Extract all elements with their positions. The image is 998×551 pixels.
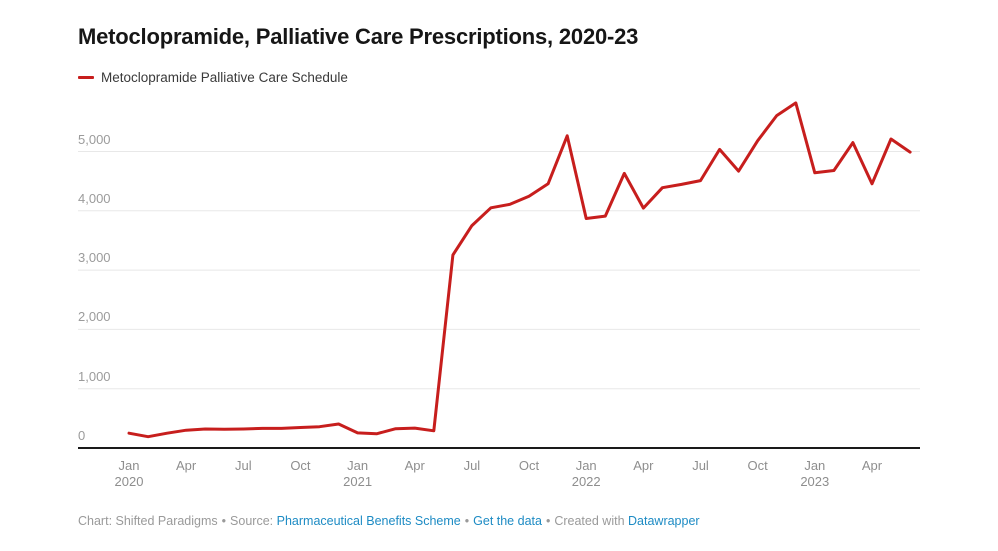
x-axis-tick-label: Jul	[234, 458, 252, 473]
y-axis-label: 4,000	[78, 190, 111, 206]
y-axis-label: 1,000	[78, 368, 111, 384]
x-axis-tick-label: Oct	[290, 458, 311, 473]
x-axis-tick-label: Oct	[518, 458, 540, 473]
x-axis-tick-label: Apr	[633, 458, 654, 473]
x-axis-year-label: 2023	[800, 474, 830, 489]
x-axis-tick-label: Jan	[804, 458, 826, 473]
chart-title: Metoclopramide, Palliative Care Prescrip…	[78, 24, 639, 49]
footer-separator: •	[545, 514, 551, 528]
footer-created-with: Created with	[554, 514, 625, 528]
series-line	[127, 101, 912, 439]
x-axis-tick-label: Jan	[575, 458, 597, 473]
x-axis-tick-label: Jan	[347, 458, 369, 473]
footer-separator: •	[221, 514, 227, 528]
x-axis-tick-label: Jul	[692, 458, 709, 473]
footer-creator-link[interactable]: Datawrapper	[628, 514, 700, 528]
x-axis-tick-label: Jan	[118, 458, 140, 473]
y-axis-label: 0	[78, 428, 86, 443]
x-axis-tick-label: Oct	[747, 458, 768, 473]
y-axis-label: 3,000	[78, 250, 111, 266]
x-axis-year-label: 2021	[343, 474, 373, 489]
x-axis-tick-label: Apr	[861, 458, 883, 473]
chart-footer: Chart: Shifted Paradigms • Source: Pharmac…	[78, 514, 700, 528]
footer-source-link[interactable]: Pharmaceutical Benefits Scheme	[276, 514, 461, 528]
footer-byline: Chart: Shifted Paradigms	[78, 514, 218, 528]
y-axis-label: 5,000	[78, 131, 111, 147]
footer-source-label: Source:	[230, 514, 274, 528]
x-axis-tick-label: Apr	[404, 458, 425, 473]
footer-get-data-link[interactable]: Get the data	[473, 514, 542, 528]
legend-line-swatch-icon	[78, 76, 94, 79]
x-axis-tick-label: Jul	[463, 458, 481, 473]
y-axis-label: 2,000	[78, 309, 111, 325]
legend: Metoclopramide Palliative Care Schedule	[78, 70, 348, 85]
x-axis-year-label: 2022	[571, 474, 601, 489]
x-axis-year-label: 2020	[114, 474, 144, 489]
x-axis-tick-label: Apr	[176, 458, 197, 473]
footer-separator: •	[464, 514, 470, 528]
legend-label: Metoclopramide Palliative Care Schedule	[101, 70, 348, 85]
